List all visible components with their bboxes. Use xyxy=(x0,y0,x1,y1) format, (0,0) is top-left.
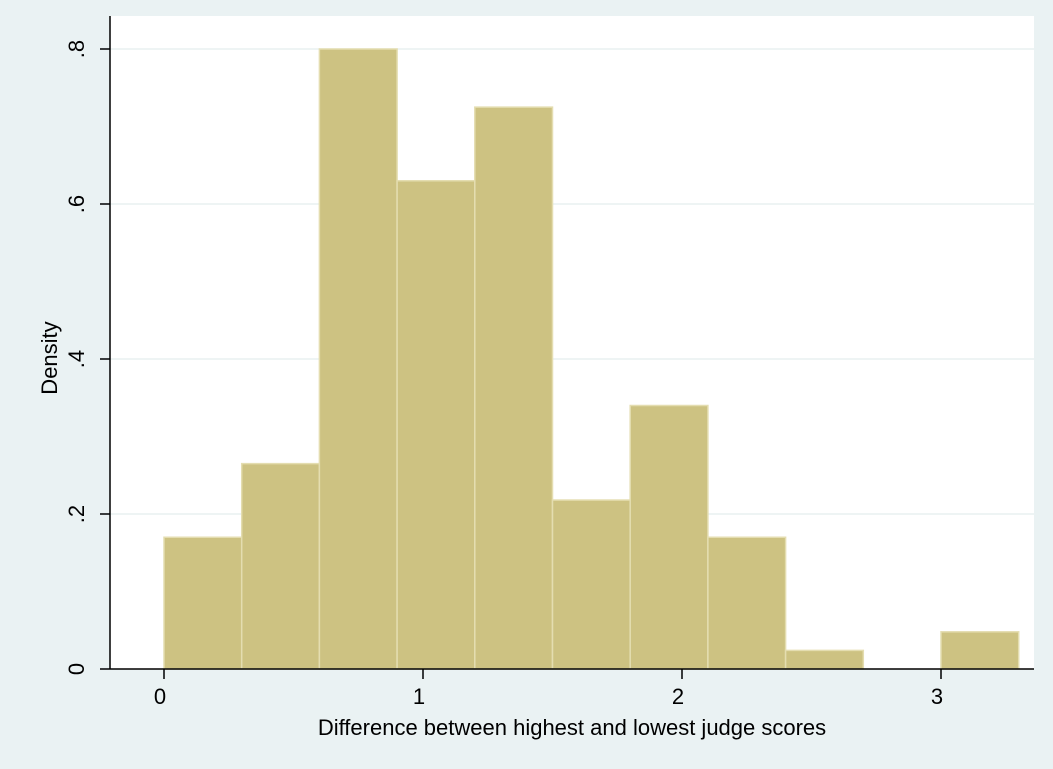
y-tick-label-2: .4 xyxy=(64,350,89,368)
y-tick-label-0: 0 xyxy=(64,663,89,675)
y-axis-ticks: 0 .2 .4 .6 .8 xyxy=(64,40,110,675)
histogram-bar-3 xyxy=(396,180,476,670)
y-tick-label-1: .2 xyxy=(64,505,89,523)
histogram-bar-8 xyxy=(784,649,865,670)
y-axis-title: Density xyxy=(37,321,62,394)
x-tick-label-3: 3 xyxy=(931,684,943,709)
x-axis-ticks: 0 1 2 3 xyxy=(154,669,943,709)
y-tick-label-4: .8 xyxy=(64,40,89,58)
histogram-bar-6 xyxy=(629,404,709,670)
histogram-bar-1 xyxy=(240,462,321,670)
x-tick-label-0: 0 xyxy=(154,684,166,709)
histogram-bar-5 xyxy=(551,499,631,670)
y-tick-label-3: .6 xyxy=(64,195,89,213)
histogram-bar-0 xyxy=(163,536,243,670)
histogram-bar-10 xyxy=(940,631,1020,670)
histogram-bar-4 xyxy=(474,106,554,670)
x-tick-label-2: 2 xyxy=(672,684,684,709)
x-tick-label-1: 1 xyxy=(413,684,425,709)
histogram-bar-2 xyxy=(318,48,398,670)
x-axis-title: Difference between highest and lowest ju… xyxy=(318,715,826,740)
histogram-bar-7 xyxy=(707,536,787,670)
